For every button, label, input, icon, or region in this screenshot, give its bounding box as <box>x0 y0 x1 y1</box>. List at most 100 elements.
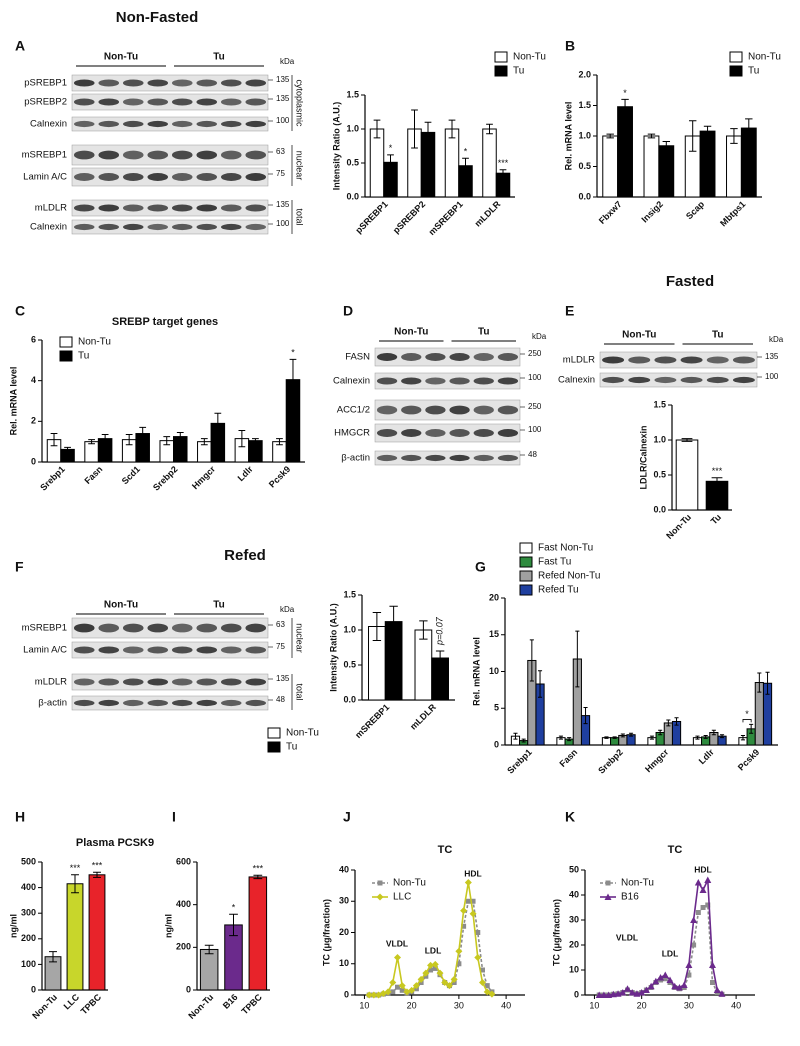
blot-band <box>220 204 242 212</box>
peak-label: HDL <box>694 864 711 874</box>
blot-row-label: mSREBP1 <box>22 150 67 161</box>
panel-letter: J <box>343 809 351 825</box>
blot-band <box>171 173 193 181</box>
blot-strip <box>599 372 758 388</box>
blot-band <box>196 98 218 106</box>
blot-row-label: β-actin <box>38 698 67 709</box>
significance: * <box>232 903 236 913</box>
blot-band <box>425 353 446 361</box>
point <box>595 991 603 998</box>
blot-strip <box>374 423 521 443</box>
blot-band <box>628 356 651 364</box>
blot-band <box>245 204 267 212</box>
blot-band <box>98 79 120 87</box>
bar <box>643 135 660 198</box>
error-bar <box>740 734 746 741</box>
y-tick-label: 300 <box>21 908 36 918</box>
point <box>436 969 444 977</box>
blot-band <box>220 223 242 231</box>
error-bar <box>604 736 609 739</box>
blot-strip <box>599 351 758 369</box>
bar <box>726 135 742 198</box>
legend-swatch <box>494 51 508 63</box>
peak-label: LDL <box>425 945 442 955</box>
significance: *** <box>70 863 81 873</box>
point <box>704 876 712 883</box>
point <box>460 907 468 915</box>
point <box>390 989 396 995</box>
blot-band <box>171 223 193 231</box>
blot-band <box>425 405 446 415</box>
legend-label: Non-Tu <box>78 337 111 348</box>
error-bar <box>88 439 95 445</box>
blot-band <box>602 356 625 364</box>
blot-strip <box>374 347 521 367</box>
blot-band <box>245 98 267 106</box>
y-tick-label: 0 <box>574 989 579 999</box>
point <box>680 981 688 988</box>
blot-row-label: Calnexin <box>558 375 595 386</box>
significance: *** <box>253 864 264 874</box>
blot-band <box>171 678 193 686</box>
point <box>461 923 467 929</box>
point <box>427 961 435 969</box>
x-tick-label: 30 <box>454 1000 464 1010</box>
panel-letter: E <box>565 303 574 319</box>
error-bar <box>703 125 712 137</box>
blot-unit: kDa <box>769 335 784 344</box>
blot-band <box>122 646 144 654</box>
error-bar <box>628 732 634 737</box>
panel-letter: A <box>15 38 25 54</box>
point <box>690 916 698 923</box>
blot-band <box>73 79 95 87</box>
blot-group-label: Tu <box>213 600 224 611</box>
blot-row-label: HMGCR <box>334 428 370 439</box>
point <box>488 990 496 998</box>
bar <box>84 441 99 463</box>
bar <box>248 440 263 463</box>
blot-band <box>98 204 120 212</box>
blot-band <box>449 454 470 462</box>
point <box>694 879 702 886</box>
error-bar <box>64 446 71 452</box>
blot-row-label: mLDLR <box>563 355 595 366</box>
y-tick-label: 600 <box>176 856 191 866</box>
blot-group-label: Tu <box>478 327 489 338</box>
error-bar <box>558 735 564 740</box>
y-axis-label: Intensity Ratio (A.U.) <box>331 102 341 191</box>
point <box>652 977 660 985</box>
x-tick-label: 40 <box>731 1000 741 1010</box>
chart-title: Plasma PCSK9 <box>76 837 154 849</box>
blot-band <box>196 699 218 707</box>
blot-band <box>220 120 242 128</box>
blot-section: nuclear <box>295 623 305 653</box>
error-bar <box>50 433 58 447</box>
bar <box>699 130 716 198</box>
point <box>432 965 438 971</box>
blot-band <box>98 678 120 686</box>
blot-row-label: Lamin A/C <box>23 645 67 656</box>
point <box>428 967 434 973</box>
error-bar <box>200 438 208 446</box>
panel-letter: H <box>15 809 25 825</box>
blot-row-label: Lamin A/C <box>23 172 67 183</box>
error-bar <box>745 118 753 138</box>
error-bar <box>229 913 238 937</box>
blot-band <box>73 98 95 106</box>
point <box>431 960 439 968</box>
legend-swatch <box>267 727 281 739</box>
significance: *** <box>92 861 103 871</box>
error-bar <box>575 630 580 688</box>
blot-row-label: Calnexin <box>30 222 67 233</box>
error-bar <box>276 438 283 446</box>
blot-band <box>147 98 169 106</box>
x-tick-label: 20 <box>637 1000 647 1010</box>
error-bar <box>372 612 382 641</box>
blot-band <box>220 79 242 87</box>
blot-marker: 135 <box>276 94 290 103</box>
x-tick-label: 20 <box>407 1000 417 1010</box>
error-bar <box>662 140 671 151</box>
blot-row-label: mLDLR <box>35 677 67 688</box>
point <box>685 961 693 968</box>
legend-label: Tu <box>513 66 524 77</box>
